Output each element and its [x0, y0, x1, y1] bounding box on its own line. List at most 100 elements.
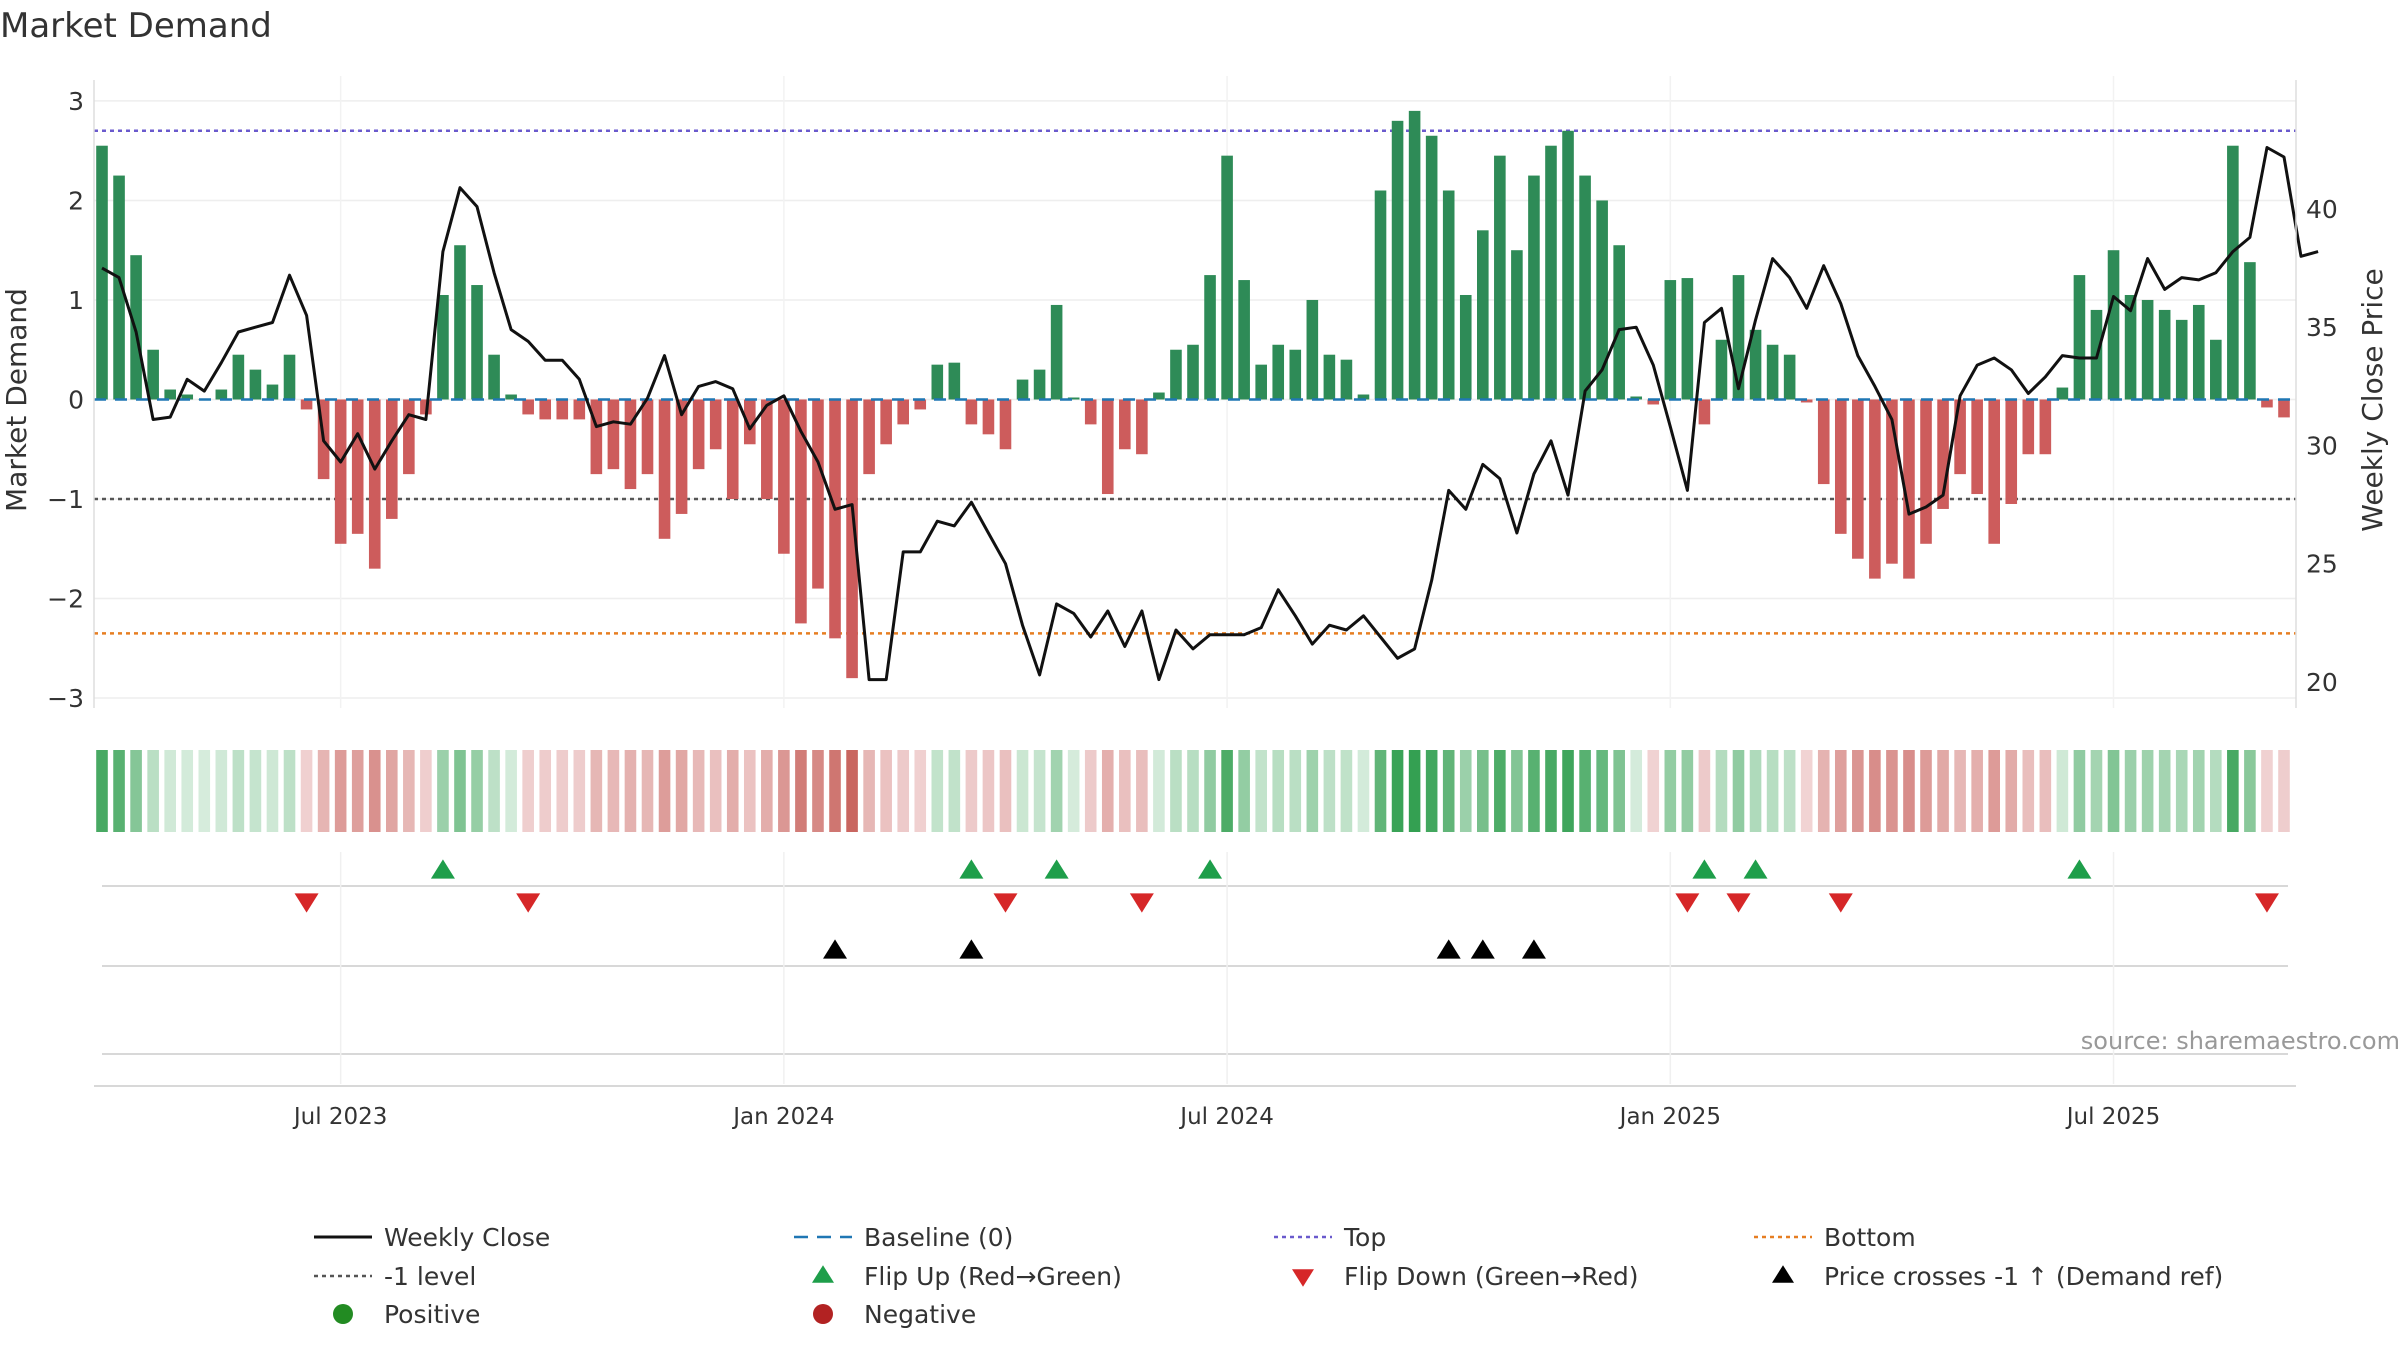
x-tick-label: Jul 2024 — [1178, 1104, 1274, 1130]
demand-bar-negative — [846, 399, 858, 679]
heat-cell-negative — [2261, 750, 2273, 832]
legend-label: Negative — [864, 1300, 976, 1329]
demand-bar-negative — [761, 399, 773, 500]
flip-down-marker — [516, 893, 541, 913]
heat-cell-positive — [1170, 750, 1182, 832]
demand-bar-negative — [2039, 399, 2052, 455]
demand-bar-positive — [1016, 379, 1029, 400]
heat-cell-positive — [437, 750, 449, 832]
heat-cell-positive — [1494, 750, 1506, 832]
demand-bar-positive — [1272, 344, 1285, 400]
heat-cell-positive — [1749, 750, 1762, 832]
heat-cell-negative — [624, 750, 637, 832]
demand-bar-positive — [1374, 190, 1387, 400]
y-tick-left: 2 — [68, 186, 84, 215]
heat-cell-positive — [1477, 750, 1489, 832]
legend-label: Flip Up (Red→Green) — [864, 1262, 1122, 1291]
heat-cell-negative — [1988, 750, 2000, 832]
heat-cell-negative — [641, 750, 654, 832]
demand-bar-negative — [795, 399, 807, 624]
heat-cell-negative — [539, 750, 552, 832]
heat-cell-positive — [2175, 750, 2188, 832]
demand-bar-negative — [300, 399, 313, 410]
price-cross-marker — [1521, 939, 1546, 959]
flip-down-marker — [1726, 893, 1751, 913]
legend-label: Bottom — [1824, 1223, 1916, 1252]
y-tick-left: −3 — [47, 684, 84, 713]
flip-up-marker — [430, 859, 455, 879]
heat-cell-positive — [1255, 750, 1267, 832]
heat-cell-positive — [1306, 750, 1319, 832]
demand-bar-positive — [2124, 294, 2137, 400]
demand-bar-positive — [2073, 275, 2086, 400]
heat-cell-negative — [2022, 750, 2035, 832]
demand-bar-negative — [351, 399, 364, 534]
heat-cell-positive — [1783, 750, 1796, 832]
demand-bar-positive — [1442, 190, 1455, 400]
heat-cell-positive — [266, 750, 279, 832]
heat-cell-negative — [1886, 750, 1898, 832]
heat-cell-positive — [164, 750, 176, 832]
heat-cell-negative — [1101, 750, 1114, 832]
heat-cell-negative — [317, 750, 330, 832]
heat-cell-positive — [1596, 750, 1608, 832]
demand-bar-positive — [232, 354, 245, 400]
demand-bar-positive — [1153, 392, 1165, 400]
demand-bar-positive — [1255, 364, 1267, 400]
demand-bar-negative — [1869, 399, 1881, 579]
demand-bar-negative — [982, 399, 995, 435]
demand-bar-positive — [2210, 339, 2222, 400]
demand-bar-positive — [2227, 145, 2239, 400]
demand-bar-positive — [1289, 349, 1302, 400]
legend-label: Weekly Close — [384, 1223, 550, 1252]
flip-down-marker — [1828, 893, 1853, 913]
heat-cell-negative — [1800, 750, 1813, 832]
heat-cell-positive — [1153, 750, 1165, 832]
demand-bar-positive — [488, 354, 500, 400]
heat-cell-positive — [454, 750, 466, 832]
demand-bar-negative — [692, 399, 705, 470]
demand-bar-positive — [1204, 275, 1216, 400]
heat-cell-negative — [1647, 750, 1660, 832]
heat-cell-positive — [1511, 750, 1523, 832]
demand-bar-negative — [607, 399, 620, 470]
heat-cell-positive — [1357, 750, 1370, 832]
heat-cell-positive — [232, 750, 245, 832]
legend-label: Baseline (0) — [864, 1223, 1013, 1252]
demand-bar-negative — [965, 399, 978, 425]
demand-bar-negative — [334, 399, 347, 544]
heat-cell-positive — [1033, 750, 1046, 832]
heat-cell-positive — [1681, 750, 1694, 832]
heat-cell-negative — [386, 750, 398, 832]
demand-bar-negative — [1920, 399, 1932, 544]
heat-cell-positive — [488, 750, 500, 832]
heat-cell-positive — [2158, 750, 2171, 832]
demand-bar-positive — [1050, 304, 1063, 400]
price-cross-marker — [823, 939, 848, 959]
heat-cell-positive — [1766, 750, 1779, 832]
demand-bar-positive — [1425, 135, 1438, 400]
demand-bar-negative — [743, 399, 756, 445]
demand-bar-negative — [1119, 399, 1131, 450]
heat-cell-negative — [914, 750, 927, 832]
demand-bar-positive — [2056, 387, 2069, 400]
heat-cell-negative — [880, 750, 892, 832]
demand-bar-positive — [1391, 120, 1404, 400]
heat-cell-negative — [351, 750, 364, 832]
heat-cell-negative — [1869, 750, 1881, 832]
chart-title: Market Demand — [0, 6, 272, 46]
heat-cell-negative — [368, 750, 381, 832]
heat-cell-positive — [1391, 750, 1404, 832]
demand-bar-positive — [1579, 175, 1591, 400]
demand-bar-positive — [2158, 309, 2171, 400]
demand-bar-positive — [505, 394, 517, 400]
heat-cell-negative — [709, 750, 722, 832]
flip-down-marker — [1675, 893, 1700, 913]
heat-cell-positive — [283, 750, 296, 832]
heat-cell-positive — [1630, 750, 1643, 832]
demand-bar-positive — [2107, 250, 2120, 400]
demand-bar-positive — [454, 245, 466, 400]
y-axis-right-label: Weekly Close Price — [2356, 268, 2389, 531]
demand-bar-positive — [147, 349, 159, 400]
demand-bar-positive — [1459, 294, 1472, 400]
